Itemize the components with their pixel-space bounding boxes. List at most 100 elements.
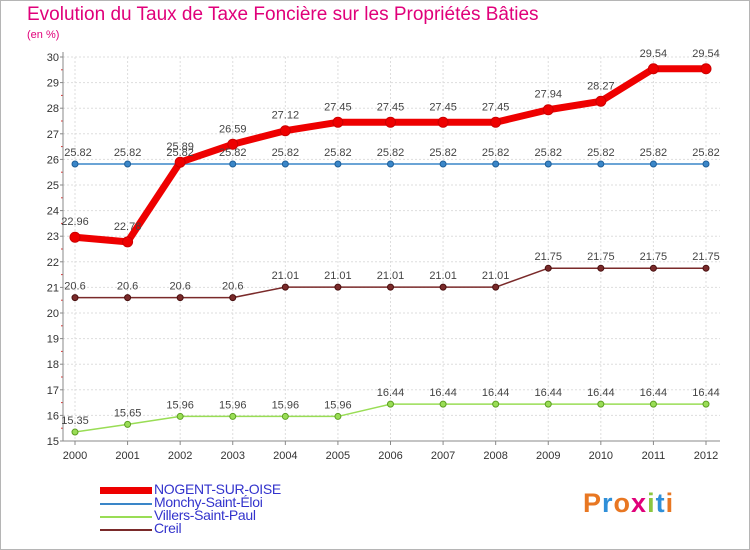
- y-tick-label: 16: [47, 410, 59, 422]
- data-label-villers-saint-paul: 16.44: [482, 387, 510, 399]
- data-point-monchy-saint-eloi: [387, 160, 394, 168]
- data-point-nogent-sur-oise: [542, 104, 554, 116]
- data-label-nogent-sur-oise: 27.45: [324, 101, 352, 113]
- data-point-creil: [176, 294, 184, 302]
- data-point-monchy-saint-eloi: [544, 160, 552, 168]
- data-label-nogent-sur-oise: 27.12: [272, 110, 300, 122]
- data-labels: 22.96 22.78 25.89 26.59 27.12 27.45 27.45 27.45…: [61, 48, 720, 427]
- data-label-monchy-saint-eloi: 25.82: [377, 147, 405, 159]
- data-point-monchy-saint-eloi: [334, 160, 342, 168]
- data-point-nogent-sur-oise: [700, 63, 712, 75]
- legend-label: Monchy-Saint-Éloi: [154, 494, 263, 510]
- data-point-monchy-saint-eloi: [492, 160, 500, 168]
- x-tick-label: 2012: [694, 450, 718, 462]
- data-point-creil: [229, 294, 237, 302]
- data-label-creil: 21.01: [272, 270, 300, 282]
- legend-swatch: [100, 503, 152, 505]
- x-tick-label: 2008: [483, 450, 507, 462]
- data-point-nogent-sur-oise: [647, 63, 659, 75]
- x-tick-label: 2000: [63, 450, 87, 462]
- data-point-villers-saint-paul: [229, 412, 237, 420]
- data-point-nogent-sur-oise: [490, 116, 502, 128]
- data-label-creil: 20.6: [169, 281, 190, 293]
- y-tick-label: 30: [47, 52, 59, 64]
- logo-letter: o: [613, 488, 632, 518]
- data-point-creil: [649, 264, 657, 272]
- data-label-monchy-saint-eloi: 25.82: [114, 147, 142, 159]
- data-point-monchy-saint-eloi: [71, 160, 79, 168]
- logo-letter: i: [665, 488, 675, 518]
- data-point-monchy-saint-eloi: [229, 160, 237, 168]
- data-label-creil: 21.01: [482, 270, 510, 282]
- y-tick-label: 19: [47, 334, 59, 346]
- data-label-creil: 21.75: [534, 251, 562, 263]
- y-tick-label: 17: [47, 385, 59, 397]
- data-label-villers-saint-paul: 15.96: [166, 399, 194, 411]
- legend-label: NOGENT-SUR-OISE: [154, 481, 281, 497]
- logo-letter: x: [631, 488, 648, 518]
- data-point-monchy-saint-eloi: [124, 160, 132, 168]
- data-point-creil: [702, 264, 710, 272]
- data-point-creil: [124, 294, 132, 302]
- data-label-villers-saint-paul: 16.44: [587, 387, 615, 399]
- x-tick-label: 2005: [326, 450, 350, 462]
- data-label-monchy-saint-eloi: 25.82: [587, 147, 615, 159]
- y-tick-label: 21: [47, 282, 59, 294]
- data-label-nogent-sur-oise: 25.89: [166, 141, 194, 153]
- x-tick-label: 2006: [378, 450, 402, 462]
- y-tick-label: 26: [47, 154, 59, 166]
- data-label-creil: 21.01: [324, 270, 352, 282]
- y-tick-label: 23: [47, 231, 59, 243]
- data-label-villers-saint-paul: 15.65: [114, 407, 142, 419]
- data-point-creil: [387, 283, 394, 291]
- y-tick-label: 20: [47, 308, 59, 320]
- data-point-nogent-sur-oise: [69, 231, 81, 243]
- data-point-nogent-sur-oise: [174, 156, 186, 168]
- x-tick-label: 2010: [589, 450, 613, 462]
- data-point-creil: [492, 283, 500, 291]
- data-point-villers-saint-paul: [544, 400, 552, 408]
- data-label-villers-saint-paul: 15.96: [324, 399, 352, 411]
- x-tick-label: 2007: [431, 450, 455, 462]
- data-label-villers-saint-paul: 16.44: [534, 387, 562, 399]
- data-label-nogent-sur-oise: 22.78: [114, 221, 142, 233]
- data-label-villers-saint-paul: 16.44: [377, 387, 405, 399]
- legend-label: Villers-Saint-Paul: [154, 507, 256, 523]
- data-point-monchy-saint-eloi: [439, 160, 447, 168]
- data-label-villers-saint-paul: 16.44: [429, 387, 457, 399]
- data-point-villers-saint-paul: [281, 412, 289, 420]
- data-label-monchy-saint-eloi: 25.82: [692, 147, 720, 159]
- data-label-monchy-saint-eloi: 25.82: [482, 147, 510, 159]
- data-label-monchy-saint-eloi: 25.82: [429, 147, 457, 159]
- data-point-monchy-saint-eloi: [281, 160, 289, 168]
- data-point-villers-saint-paul: [439, 400, 447, 408]
- x-tick-label: 2002: [168, 450, 192, 462]
- data-label-monchy-saint-eloi: 25.82: [640, 147, 668, 159]
- data-label-creil: 21.01: [429, 270, 457, 282]
- chart-title: Evolution du Taux de Taxe Foncière sur l…: [27, 4, 539, 25]
- data-label-monchy-saint-eloi: 25.82: [64, 147, 92, 159]
- y-tick-label: 29: [47, 78, 59, 90]
- data-point-nogent-sur-oise: [332, 116, 344, 128]
- data-label-creil: 20.6: [64, 281, 85, 293]
- data-label-creil: 20.6: [222, 281, 243, 293]
- data-point-creil: [334, 283, 342, 291]
- data-label-nogent-sur-oise: 27.45: [377, 101, 405, 113]
- legend-swatch: [100, 487, 152, 494]
- y-tick-label: 25: [47, 180, 59, 192]
- y-tick-label: 15: [47, 436, 59, 448]
- data-point-nogent-sur-oise: [279, 125, 291, 137]
- data-point-monchy-saint-eloi: [702, 160, 710, 168]
- data-point-nogent-sur-oise: [122, 236, 134, 248]
- x-tick-label: 2009: [536, 450, 560, 462]
- data-point-villers-saint-paul: [597, 400, 605, 408]
- logo-letter: P: [583, 488, 603, 518]
- data-label-creil: 21.75: [587, 251, 615, 263]
- data-point-villers-saint-paul: [71, 428, 79, 436]
- legend-swatch: [100, 529, 152, 531]
- data-point-creil: [544, 264, 552, 272]
- unit-label: (en %): [27, 29, 60, 41]
- data-label-villers-saint-paul: 16.44: [692, 387, 720, 399]
- data-point-monchy-saint-eloi: [597, 160, 605, 168]
